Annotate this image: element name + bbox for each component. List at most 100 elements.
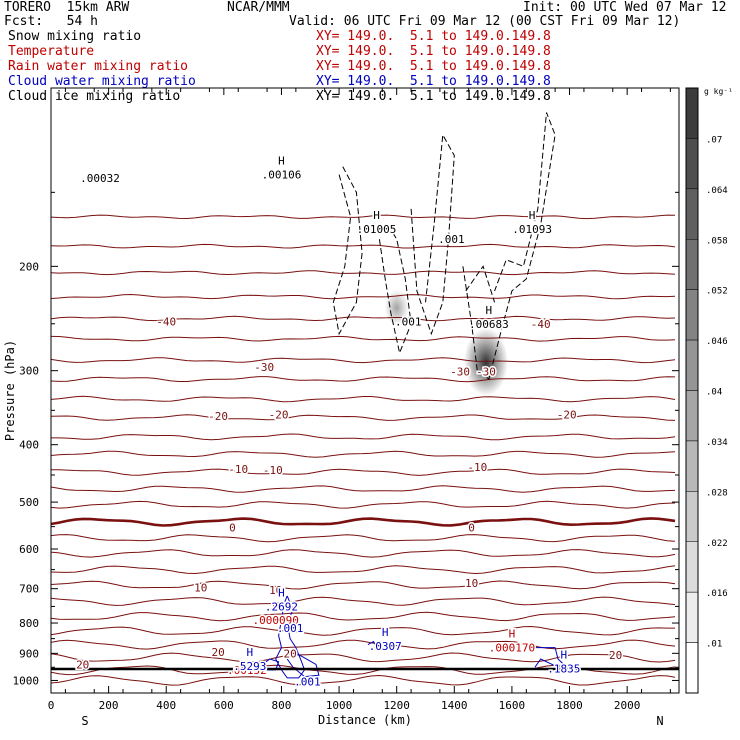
colorbar-tick-label: .034: [706, 438, 728, 448]
x-tick-label: 1600: [499, 699, 526, 712]
isotherm-label: -10: [467, 461, 487, 474]
isotherm-label: 10: [194, 582, 207, 595]
colorbar-swatch: [685, 390, 699, 442]
colorbar-tick-label: .022: [706, 539, 728, 549]
x-tick-label: 1000: [326, 699, 353, 712]
colorbar-swatch: [685, 289, 699, 341]
isotherm: [50, 270, 676, 276]
cloud-ice-value: .00032: [80, 172, 120, 185]
snow-contour-label: .001: [395, 316, 422, 329]
x-tick-label: 1200: [383, 699, 410, 712]
cloud-water-high-marker: H: [560, 649, 567, 662]
colorbar-tick-label: .064: [706, 186, 728, 196]
colorbar-swatch: [685, 642, 699, 694]
colorbar-swatch: [685, 188, 699, 240]
snow-max-value: .00106: [262, 169, 302, 182]
isotherm: [50, 664, 676, 676]
isotherm-label: -10: [263, 464, 283, 477]
isotherm: [50, 376, 676, 383]
snow-max-value: .01093: [512, 223, 552, 236]
colorbar-swatch: [685, 87, 699, 139]
snow-high-marker: H: [529, 209, 536, 222]
x-tick-label: 400: [156, 699, 176, 712]
colorbar-swatch: [685, 591, 699, 643]
colorbar-tick-label: .028: [706, 488, 728, 498]
isotherm: [50, 335, 676, 342]
isotherm-label: 10: [269, 584, 282, 597]
cloud-water-contour: [367, 640, 377, 648]
cloud-water-max-value: .2692: [265, 600, 298, 613]
field-label: Snow mixing ratio: [8, 29, 142, 44]
y-axis-label: Pressure (hPa): [3, 340, 17, 441]
colorbar-swatch: [685, 138, 699, 190]
snow-contour: [378, 224, 412, 355]
isotherm: [50, 243, 676, 249]
isotherm: [50, 315, 676, 322]
cloud-water-max-value: .5293: [233, 660, 266, 673]
isotherm-label: 10: [465, 577, 478, 590]
rain-max-value: .00152: [227, 664, 267, 677]
snow-contour: [332, 164, 363, 336]
isotherm-label: -40: [531, 318, 551, 331]
isotherm: [50, 565, 676, 575]
north-label: N: [656, 714, 663, 728]
isotherm-label: 0: [229, 522, 236, 535]
axes: 0 200 400 600 800 1000 1200 1400 1600 1800 2000200…: [3, 88, 679, 728]
colorbar-tick-label: .046: [706, 337, 728, 347]
isotherm-label: 20: [211, 646, 224, 659]
field-xy: XY= 149.0. 5.1 to 149.0.149.8: [316, 74, 551, 89]
snow-contour-label: .001: [438, 233, 465, 246]
isotherm-label: -10: [228, 463, 248, 476]
cloud-water-contour-label: .001: [294, 676, 321, 689]
isotherm-label: 20: [283, 647, 296, 660]
field-labels: -40 -40 -30 -30 -30 -20 -20 -20 -10 -10 -10 0 0 10 10 1…: [75, 153, 624, 690]
isotherm-label: -40: [156, 316, 176, 329]
snow-max-value: .00683: [469, 318, 509, 331]
isotherm: [50, 639, 676, 650]
cloud-water-contour: [275, 595, 306, 679]
plot-frame: [50, 87, 680, 694]
isotherm-label: -20: [208, 410, 228, 423]
snow-max-value: .01005: [357, 223, 397, 236]
rain-max-value: .000170: [489, 642, 535, 655]
colorbar-swatch: [685, 440, 699, 492]
isotherm: [50, 674, 676, 686]
isotherm-label: -20: [269, 409, 289, 422]
isotherm: [50, 534, 676, 543]
plot-header: TORERO 15km ARW NCAR/MMM Init: 00 UTC We…: [0, 0, 740, 112]
x-tick-label: 0: [48, 699, 55, 712]
x-tick-label: 800: [272, 699, 292, 712]
isotherm-label: -30: [476, 366, 496, 379]
isotherm: [50, 395, 676, 403]
y-tick-label: 1000: [13, 674, 40, 687]
isotherm: [50, 468, 676, 476]
field-label: Cloud water mixing ratio: [8, 74, 196, 89]
isotherm-label: 20: [609, 649, 622, 662]
colorbar-tick-label: .058: [706, 236, 728, 246]
isotherm: [50, 611, 676, 622]
x-tick-label: 1400: [441, 699, 468, 712]
isotherm-label: -30: [450, 366, 470, 379]
forecast-hour: Fcst: 54 h: [4, 14, 98, 29]
isotherm: [50, 596, 676, 606]
x-tick-label: 2000: [614, 699, 641, 712]
colorbar: .07 .064 .058 .052 .046 .04 .034 .028 .022 .016 .0…: [685, 87, 733, 694]
field-label: Temperature: [8, 44, 95, 59]
y-tick-label: 300: [19, 365, 39, 378]
colorbar-tick-label: .052: [706, 287, 728, 297]
colorbar-swatch: [685, 239, 699, 290]
isotherm: [50, 357, 676, 364]
isotherm: [50, 652, 676, 663]
isotherm: [50, 414, 676, 421]
field-xy: XY= 149.0. 5.1 to 149.0.149.8: [316, 29, 551, 44]
field-xy: XY= 149.0. 5.1 to 149.0.149.8: [316, 59, 551, 74]
snow-contours: [332, 112, 556, 380]
y-tick-label: 600: [19, 543, 39, 556]
model-name: TORERO 15km ARW: [4, 0, 130, 15]
temperature-contours: [50, 214, 676, 686]
colorbar-frame: [685, 87, 699, 694]
colorbar-swatch: [685, 491, 699, 543]
init-time: Init: 00 UTC Wed 07 Mar 12: [523, 0, 727, 15]
y-tick-label: 200: [19, 260, 39, 273]
